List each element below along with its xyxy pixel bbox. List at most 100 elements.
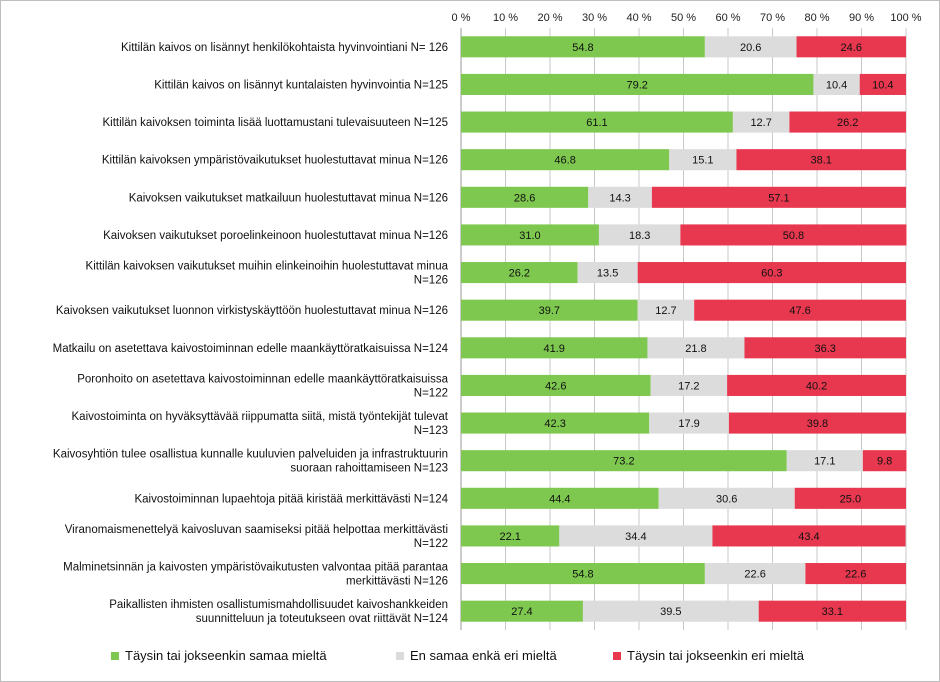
data-label: 61.1 <box>586 117 607 129</box>
data-label: 42.3 <box>544 418 565 430</box>
data-label: 39.7 <box>539 305 560 317</box>
data-label: 39.8 <box>807 418 828 430</box>
category-label: Poronhoito on asetettava kaivostoiminnan… <box>77 373 448 385</box>
data-label: 42.6 <box>545 380 566 392</box>
x-tick-label: 40 % <box>626 12 651 24</box>
data-label: 50.8 <box>783 230 804 242</box>
bar-segment <box>744 337 906 359</box>
data-label: 14.3 <box>609 192 630 204</box>
category-label: Kittilän kaivoksen ympäristövaikutukset … <box>102 155 448 167</box>
category-label: Kittilän kaivoksen toiminta lisää luotta… <box>102 117 448 129</box>
category-label: Kittilän kaivoksen vaikutukset muihin el… <box>86 261 449 273</box>
bar-segment <box>461 299 638 321</box>
bar-segment <box>704 36 797 58</box>
bar-segment <box>736 149 906 171</box>
bar-segment <box>712 525 906 547</box>
data-label: 46.8 <box>554 155 575 167</box>
bar-segment <box>461 224 599 246</box>
category-label: Kaivosyhtiön tulee osallistua kunnalle k… <box>53 449 448 461</box>
category-label: Kittilän kaivos on lisännyt henkilökohta… <box>121 42 448 54</box>
bar-segment <box>669 149 737 171</box>
category-label: Kittilän kaivos on lisännyt kuntalaisten… <box>154 79 448 91</box>
bar-segment <box>805 563 906 585</box>
data-label: 25.0 <box>840 493 861 505</box>
category-label: N=122 <box>414 387 448 399</box>
data-label: 60.3 <box>761 268 782 280</box>
bar-segment <box>651 186 906 208</box>
x-tick-label: 90 % <box>849 12 874 24</box>
category-label: Viranomaismenettelyä kaivosluvan saamise… <box>65 524 448 536</box>
data-label: 27.4 <box>511 606 532 618</box>
data-label: 33.1 <box>822 606 843 618</box>
bar-segment <box>637 262 906 284</box>
category-label: N=123 <box>414 425 448 437</box>
bar-segment <box>647 337 745 359</box>
legend-label: Täysin tai jokseenkin samaa mieltä <box>125 648 327 663</box>
data-label: 47.6 <box>789 305 810 317</box>
category-label: N=122 <box>414 538 448 550</box>
bar-segment <box>461 374 651 396</box>
bar-segment <box>859 73 906 95</box>
category-label: Kaivostoiminta on hyväksyttävää riippuma… <box>72 411 449 423</box>
bar-segment <box>461 563 705 585</box>
data-label: 17.9 <box>678 418 699 430</box>
bar-segment <box>732 111 790 133</box>
bar-segment <box>461 412 650 434</box>
bar-segment <box>461 186 589 208</box>
legend-label: En samaa enkä eri mieltä <box>410 648 557 663</box>
bar-segment <box>461 73 814 95</box>
bar-segment <box>559 525 713 547</box>
bar-segment <box>758 600 906 622</box>
data-label: 21.8 <box>685 343 706 355</box>
category-label: Paikallisten ihmisten osallistumismahdol… <box>109 599 448 611</box>
category-label: Malminetsinnän ja kaivosten ympäristövai… <box>63 562 448 574</box>
bar-segment <box>786 450 863 472</box>
data-label: 22.1 <box>499 531 520 543</box>
data-label: 15.1 <box>692 155 713 167</box>
data-label: 10.4 <box>872 79 893 91</box>
bar-segment <box>461 149 670 171</box>
bar-segment <box>461 262 578 284</box>
data-label: 44.4 <box>549 493 570 505</box>
category-label: Kaivoksen vaikutukset poroelinkeinoon hu… <box>103 230 448 242</box>
data-label: 31.0 <box>519 230 540 242</box>
x-tick-label: 20 % <box>537 12 562 24</box>
bar-segment <box>461 525 560 547</box>
data-label: 17.2 <box>678 380 699 392</box>
bar-segment <box>727 374 906 396</box>
data-label: 12.7 <box>750 117 771 129</box>
x-tick-label: 30 % <box>582 12 607 24</box>
x-tick-label: 80 % <box>804 12 829 24</box>
data-label: 26.2 <box>509 268 530 280</box>
data-label: 17.1 <box>814 456 835 468</box>
data-label: 36.3 <box>815 343 836 355</box>
data-label: 22.6 <box>845 569 866 581</box>
legend-swatch <box>396 652 404 660</box>
legend-swatch <box>111 652 119 660</box>
data-label: 79.2 <box>627 79 648 91</box>
data-label: 9.8 <box>877 456 892 468</box>
category-label: N=126 <box>414 275 448 287</box>
category-label: Kaivoksen vaikutukset matkailuun huolest… <box>129 192 448 204</box>
category-label: suunnitteluun ja toteutukseen ovat riitt… <box>196 613 449 625</box>
data-label: 24.6 <box>841 42 862 54</box>
data-label: 40.2 <box>806 380 827 392</box>
bar-segment <box>728 412 906 434</box>
data-label: 30.6 <box>716 493 737 505</box>
bar-segment <box>582 600 759 622</box>
category-label: Kaivoksen vaikutukset luonnon virkistysk… <box>56 305 448 317</box>
bar-segment <box>789 111 906 133</box>
bar-segment <box>680 224 907 246</box>
bar-segment <box>637 299 695 321</box>
x-tick-label: 100 % <box>890 12 921 24</box>
bar-segment <box>461 111 733 133</box>
bar-segment <box>704 563 806 585</box>
data-label: 26.2 <box>837 117 858 129</box>
bar-segment <box>862 450 907 472</box>
data-label: 12.7 <box>655 305 676 317</box>
bar-segment <box>649 412 729 434</box>
data-label: 10.4 <box>826 79 847 91</box>
data-label: 22.6 <box>744 569 765 581</box>
legend-label: Täysin tai jokseenkin eri mieltä <box>627 648 805 663</box>
